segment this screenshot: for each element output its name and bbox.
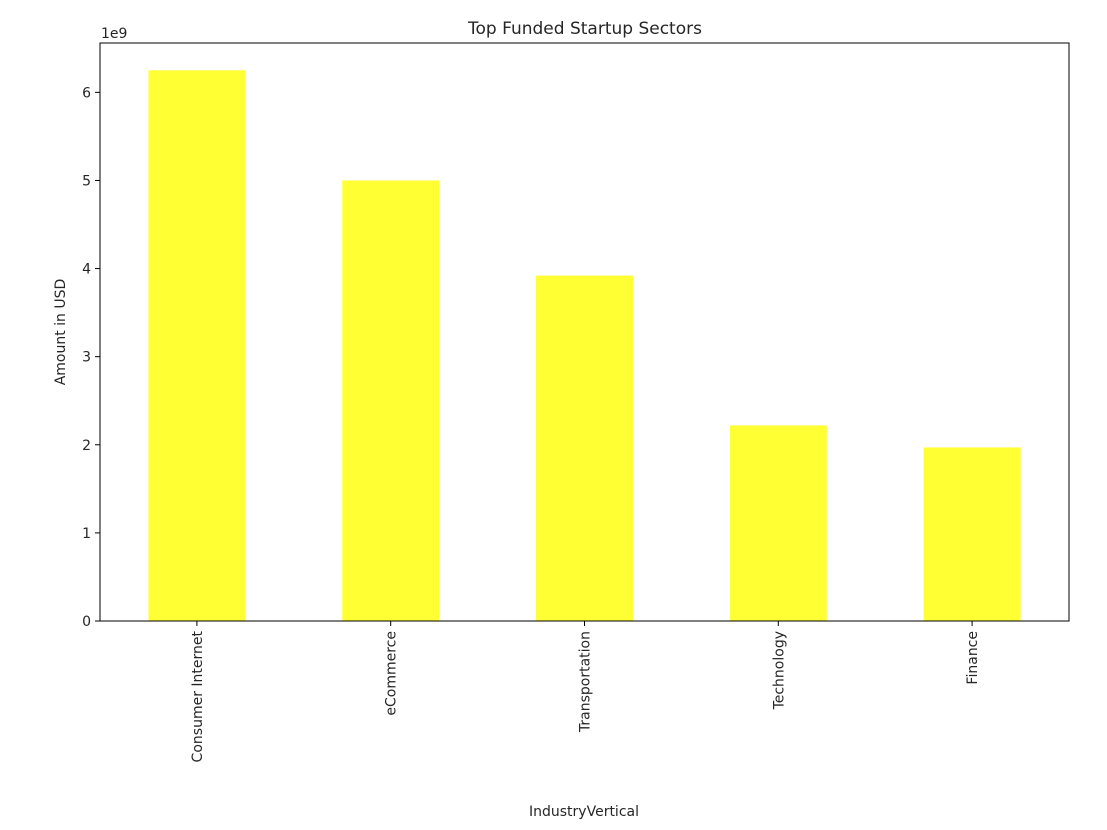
y-tick-label: 1 (82, 526, 91, 542)
y-offset-label: 1e9 (101, 26, 127, 42)
x-axis-label: IndustryVertical (529, 804, 639, 820)
y-axis-label: Amount in USD (53, 279, 69, 386)
bars-group (148, 70, 1021, 621)
bar-ecommerce (342, 180, 440, 621)
x-tick-label: Finance (965, 631, 981, 685)
x-axis-ticks: Consumer Internet eCommerce Transportation… (190, 621, 981, 762)
x-tick-label: Transportation (578, 631, 594, 733)
x-tick-label: eCommerce (384, 631, 400, 716)
bar-consumer-internet (148, 70, 246, 621)
y-tick-label: 5 (82, 173, 91, 189)
bar-transportation (536, 275, 633, 621)
y-tick-label: 0 (82, 614, 91, 630)
y-tick-label: 4 (82, 262, 91, 278)
bar-finance (923, 447, 1021, 621)
chart-title: Top Funded Startup Sectors (467, 19, 702, 39)
plot-frame (99, 42, 1070, 622)
y-axis-ticks: 0 1 2 3 4 5 6 (82, 85, 100, 630)
x-tick-label: Consumer Internet (190, 630, 206, 762)
y-tick-label: 3 (82, 350, 91, 366)
y-tick-label: 2 (82, 438, 91, 454)
x-tick-label: Technology (771, 631, 787, 710)
bar-technology (729, 425, 827, 621)
y-tick-label: 6 (82, 85, 91, 101)
